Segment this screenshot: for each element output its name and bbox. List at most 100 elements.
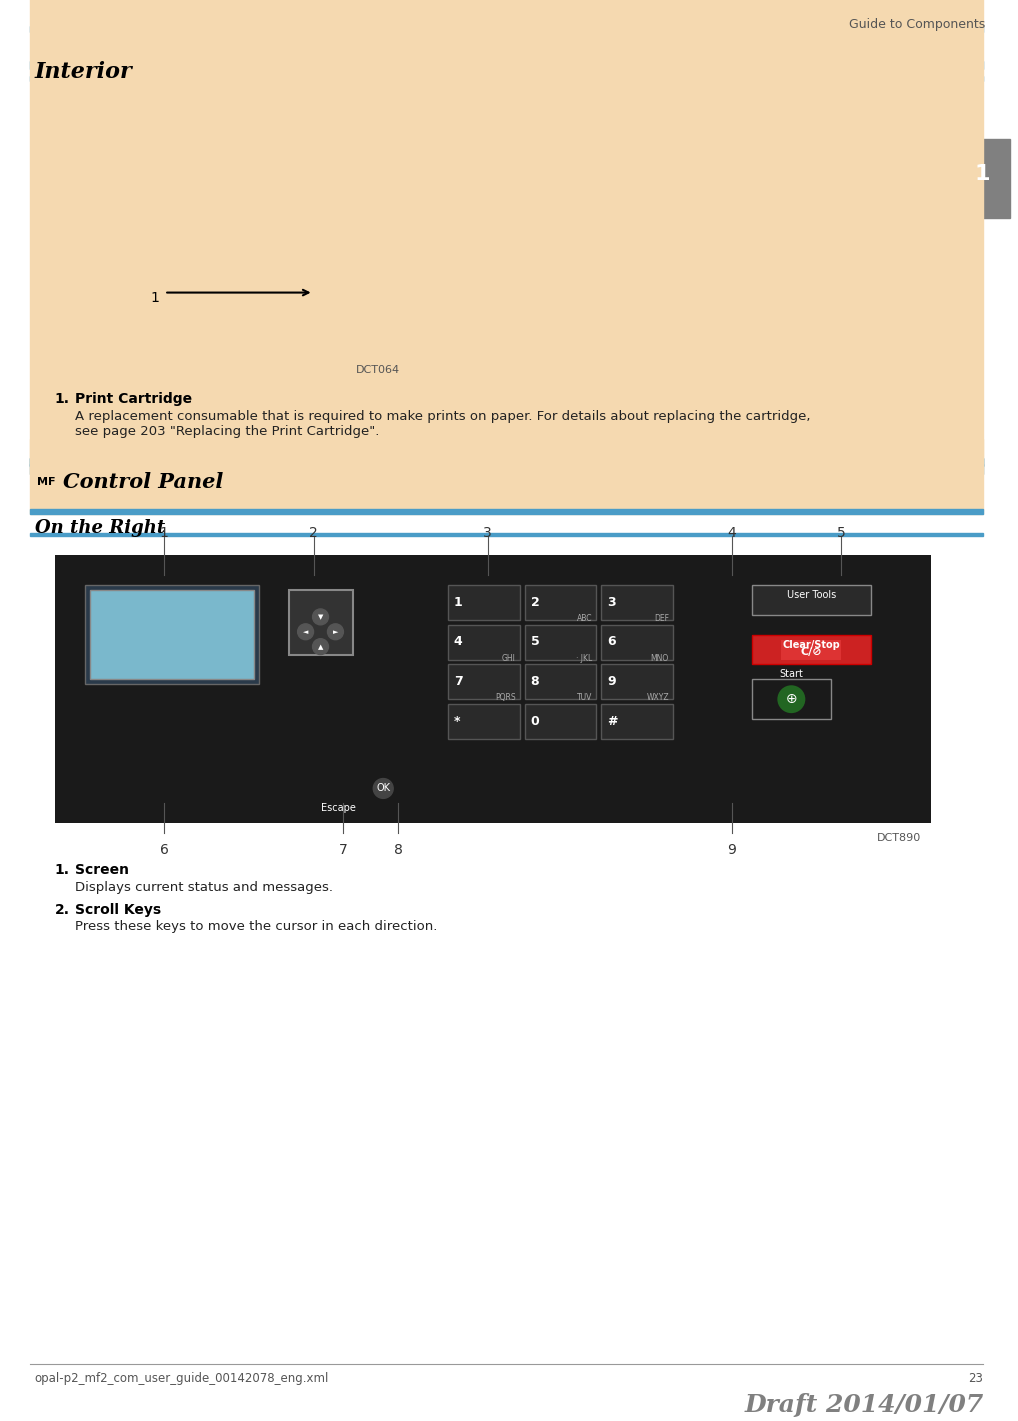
Circle shape — [390, 226, 394, 230]
Text: 0: 0 — [530, 715, 540, 728]
Text: 1: 1 — [160, 526, 169, 540]
Text: Screen: Screen — [74, 863, 128, 877]
Circle shape — [427, 212, 430, 216]
Text: MNO: MNO — [651, 654, 669, 662]
Circle shape — [427, 226, 430, 230]
Text: 7: 7 — [454, 675, 462, 688]
Circle shape — [374, 779, 393, 799]
Circle shape — [366, 226, 371, 230]
Text: ⊕: ⊕ — [786, 692, 797, 706]
Text: 9: 9 — [607, 675, 616, 688]
Text: Control Panel: Control Panel — [63, 472, 223, 492]
Circle shape — [414, 205, 418, 209]
Text: Interior: Interior — [35, 61, 132, 84]
Text: PQRS: PQRS — [495, 693, 516, 702]
Text: 6: 6 — [160, 843, 169, 857]
Circle shape — [379, 212, 382, 216]
Text: Clear/Stop: Clear/Stop — [783, 639, 840, 649]
Text: 2: 2 — [309, 526, 318, 540]
Polygon shape — [244, 273, 483, 327]
Text: Scroll Keys: Scroll Keys — [74, 902, 161, 917]
Circle shape — [414, 219, 418, 223]
Text: 2: 2 — [530, 595, 540, 608]
Bar — [524, 625, 597, 659]
Circle shape — [297, 624, 314, 639]
Text: 1: 1 — [151, 290, 159, 304]
Text: 3: 3 — [607, 595, 616, 608]
Text: 2.: 2. — [55, 902, 70, 917]
FancyBboxPatch shape — [34, 479, 58, 499]
Bar — [524, 705, 597, 739]
Text: 7: 7 — [339, 843, 348, 857]
Circle shape — [366, 219, 371, 223]
Bar — [289, 590, 353, 655]
Text: 8: 8 — [530, 675, 540, 688]
Bar — [448, 625, 519, 659]
Circle shape — [390, 219, 394, 223]
Text: *: * — [454, 715, 460, 728]
Text: 9: 9 — [727, 843, 736, 857]
Bar — [524, 585, 597, 620]
Text: 1.: 1. — [55, 392, 70, 406]
Text: ►: ► — [333, 628, 338, 635]
Bar — [782, 639, 841, 659]
Text: ▼: ▼ — [318, 614, 323, 620]
Bar — [30, 533, 983, 536]
Text: ABC: ABC — [577, 614, 592, 622]
Text: OK: OK — [377, 783, 390, 793]
Text: opal-p2_mf2_com_user_guide_00142078_eng.xml: opal-p2_mf2_com_user_guide_00142078_eng.… — [35, 1371, 329, 1384]
Circle shape — [379, 205, 382, 209]
Bar — [30, 509, 983, 514]
Circle shape — [366, 212, 371, 216]
Bar — [524, 665, 597, 699]
Bar — [30, 61, 983, 70]
Text: Draft 2014/01/07: Draft 2014/01/07 — [744, 1394, 983, 1418]
Bar — [234, 129, 498, 327]
Text: ◄: ◄ — [303, 628, 308, 635]
Bar — [751, 635, 871, 665]
Circle shape — [402, 226, 406, 230]
Text: C/⊘: C/⊘ — [800, 647, 823, 657]
Bar — [751, 679, 831, 719]
Bar — [30, 458, 983, 466]
Text: DEF: DEF — [654, 614, 669, 622]
Bar — [956, 139, 1010, 219]
Circle shape — [414, 226, 418, 230]
Circle shape — [779, 686, 804, 712]
Bar — [30, 439, 983, 475]
Bar — [30, 0, 983, 514]
Text: DCT064: DCT064 — [356, 365, 400, 375]
Text: 23: 23 — [968, 1371, 983, 1384]
Text: User Tools: User Tools — [787, 590, 836, 600]
Circle shape — [328, 624, 343, 639]
Bar — [602, 705, 673, 739]
Text: Displays current status and messages.: Displays current status and messages. — [74, 881, 333, 894]
Text: #: # — [607, 715, 618, 728]
Circle shape — [402, 212, 406, 216]
Text: 1: 1 — [974, 163, 991, 183]
Bar — [602, 665, 673, 699]
Bar — [55, 556, 930, 823]
Circle shape — [427, 219, 430, 223]
Bar — [30, 77, 983, 81]
Circle shape — [390, 212, 394, 216]
Text: Guide to Components: Guide to Components — [849, 18, 985, 31]
Bar — [84, 585, 259, 685]
Text: Start: Start — [780, 669, 803, 679]
Bar — [448, 705, 519, 739]
Text: 4: 4 — [454, 635, 462, 648]
Text: 5: 5 — [837, 526, 846, 540]
Bar — [214, 90, 522, 357]
Circle shape — [402, 219, 406, 223]
Circle shape — [313, 638, 329, 655]
Text: MF: MF — [37, 477, 55, 487]
Bar — [448, 585, 519, 620]
Text: TUV: TUV — [577, 693, 592, 702]
Text: WXYZ: WXYZ — [646, 693, 669, 702]
Bar — [751, 585, 871, 615]
Text: A replacement consumable that is required to make prints on paper. For details a: A replacement consumable that is require… — [74, 409, 810, 438]
Circle shape — [390, 205, 394, 209]
Bar — [30, 26, 983, 31]
Circle shape — [402, 205, 406, 209]
Text: 3: 3 — [484, 526, 492, 540]
